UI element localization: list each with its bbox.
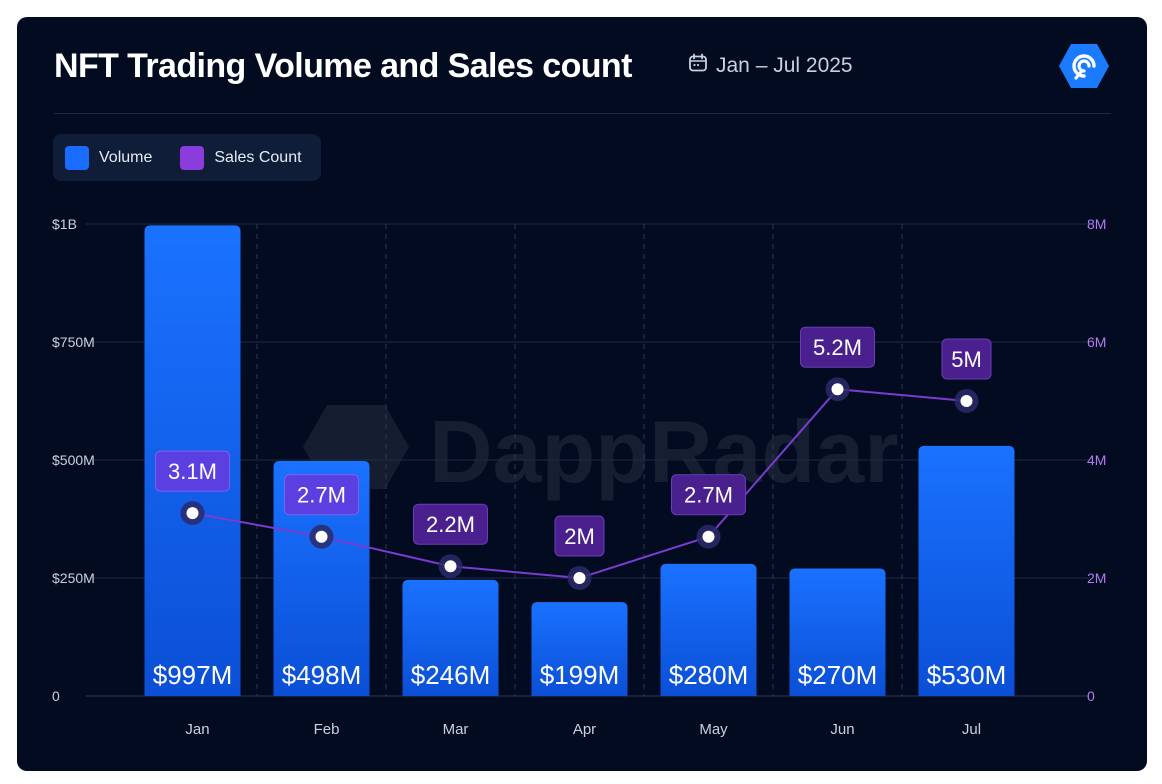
callout-sales-count <box>941 338 992 380</box>
y-left-tick-label: $250M <box>52 570 95 586</box>
data-label-sales-count: 2M <box>564 524 595 549</box>
point-sales-count-may[interactable] <box>702 530 715 543</box>
y-right-tick-label: 2M <box>1087 570 1106 586</box>
page-title: NFT Trading Volume and Sales count <box>54 47 632 85</box>
point-sales-count-mar[interactable] <box>444 560 457 573</box>
x-tick-label: Jun <box>830 721 854 738</box>
x-tick-label: Mar <box>443 721 469 738</box>
callout-sales-count <box>800 326 875 368</box>
x-tick-label: Jan <box>185 721 209 738</box>
point-sales-count-jul[interactable] <box>960 395 973 407</box>
y-left-tick-label: 0 <box>52 688 60 704</box>
bar-label-volume: $997M <box>153 660 233 690</box>
data-label-sales-count: 5M <box>951 347 982 372</box>
watermark-text: DappRadar <box>429 402 898 501</box>
callout-sales-count <box>155 450 230 492</box>
legend-swatch-sales-count <box>180 145 205 170</box>
y-right-tick-label: 6M <box>1087 334 1106 350</box>
data-label-sales-count: 3.1M <box>168 459 217 484</box>
y-right-tick-label: 0 <box>1087 688 1095 704</box>
x-tick-label: Jul <box>962 721 981 738</box>
dappradar-logo-icon <box>1058 42 1110 90</box>
bar-volume-apr[interactable] <box>531 602 628 696</box>
x-tick-label: May <box>699 721 728 738</box>
bar-volume-feb[interactable] <box>273 460 370 696</box>
point-sales-count-jun[interactable] <box>831 383 844 396</box>
legend-label-volume: Volume <box>99 148 153 166</box>
data-label-sales-count: 2.2M <box>426 512 475 537</box>
callout-sales-count <box>671 474 746 516</box>
legend-label-sales-count: Sales Count <box>214 148 302 166</box>
chart-card: NFT Trading Volume and Sales count Jan –… <box>17 17 1147 771</box>
y-left-tick-label: $750M <box>52 334 95 350</box>
data-label-sales-count: 5.2M <box>813 335 862 360</box>
bar-label-volume: $199M <box>540 660 620 690</box>
x-tick-label: Feb <box>314 721 340 738</box>
y-left-tick-label: $500M <box>52 452 95 468</box>
callout-sales-count <box>284 474 359 516</box>
legend-item-volume[interactable]: Volume <box>65 145 153 170</box>
bar-volume-mar[interactable] <box>402 579 499 696</box>
point-sales-count-feb[interactable] <box>315 530 328 543</box>
y-left-tick-label: $1B <box>52 216 77 232</box>
point-sales-count-jan[interactable] <box>186 507 199 520</box>
legend-swatch-volume <box>65 145 89 170</box>
header-divider <box>54 113 1111 114</box>
y-right-tick-label: 8M <box>1087 216 1106 232</box>
bar-volume-jun[interactable] <box>789 568 886 696</box>
bar-volume-jul[interactable] <box>918 445 1015 696</box>
chart-plot: DappRadar $997M $498M $246M $199M $280M $270M… <box>52 216 1106 738</box>
legend: Volume Sales Count <box>53 134 321 181</box>
bar-label-volume: $498M <box>282 660 362 690</box>
bar-label-volume: $270M <box>798 660 878 690</box>
bar-volume-may[interactable] <box>660 563 757 696</box>
calendar-icon <box>688 53 708 78</box>
bar-label-volume: $530M <box>927 660 1007 690</box>
data-label-sales-count: 2.7M <box>684 483 733 508</box>
bar-label-volume: $246M <box>411 660 491 690</box>
callout-sales-count <box>554 515 605 557</box>
point-sales-count-apr[interactable] <box>573 572 586 584</box>
y-right-tick-label: 4M <box>1087 452 1106 468</box>
x-tick-label: Apr <box>573 721 596 738</box>
legend-item-sales-count[interactable]: Sales Count <box>180 145 302 170</box>
bar-label-volume: $280M <box>669 660 749 690</box>
date-range: Jan – Jul 2025 <box>688 53 853 78</box>
callout-sales-count <box>413 503 488 545</box>
data-label-sales-count: 2.7M <box>297 483 346 508</box>
date-range-text: Jan – Jul 2025 <box>716 53 853 77</box>
